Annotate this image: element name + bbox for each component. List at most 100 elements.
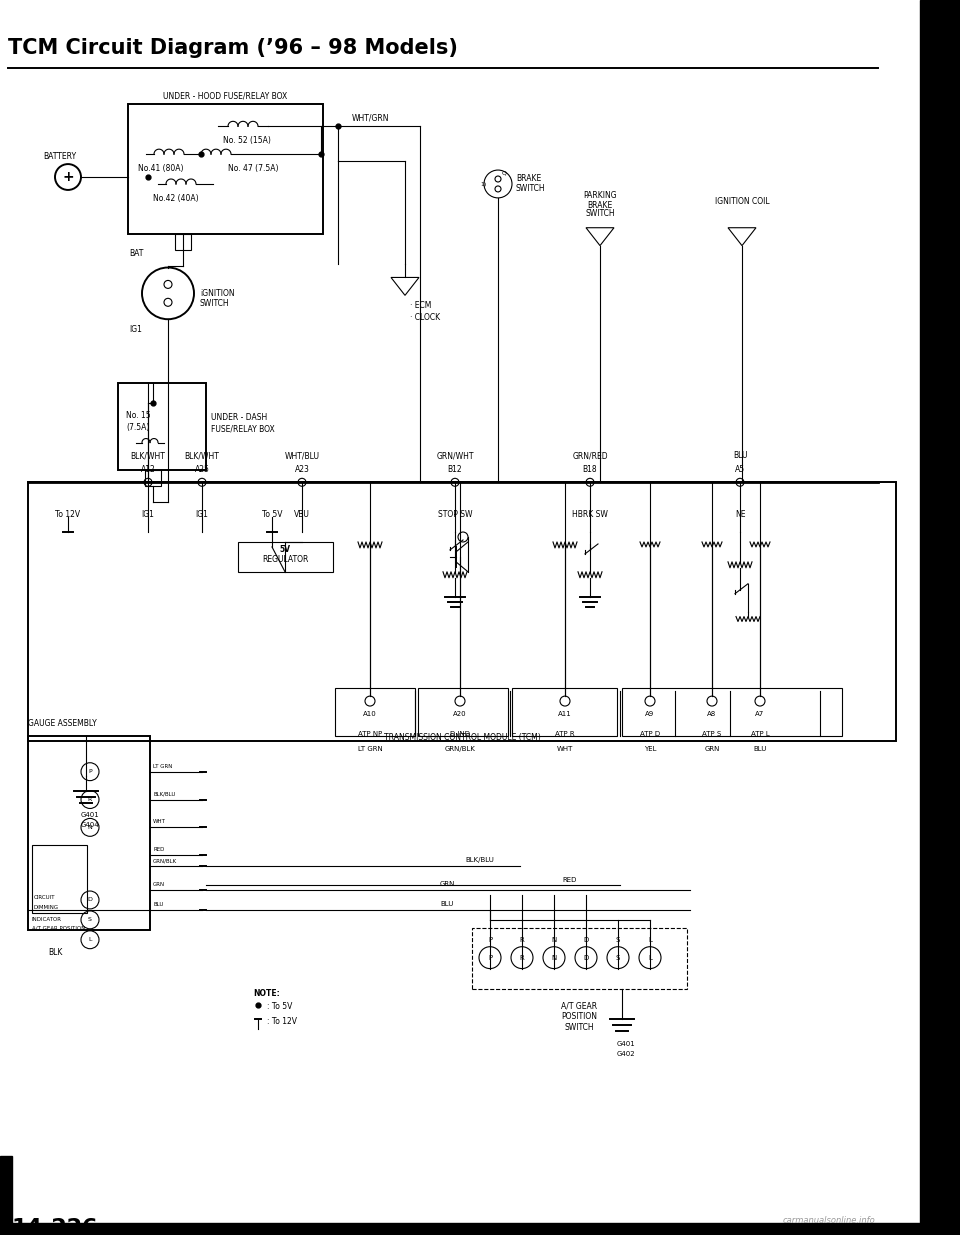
- Text: carmanualsonline.info: carmanualsonline.info: [782, 1216, 875, 1225]
- Text: To 5V: To 5V: [262, 510, 282, 519]
- Text: UNDER - DASH: UNDER - DASH: [211, 412, 267, 422]
- Text: WHT: WHT: [557, 746, 573, 751]
- Circle shape: [922, 877, 958, 913]
- Text: NOTE:: NOTE:: [253, 990, 279, 999]
- Text: SWITCH: SWITCH: [516, 184, 545, 193]
- Bar: [622, 688, 842, 735]
- Text: TCM Circuit Diagram (’96 – 98 Models): TCM Circuit Diagram (’96 – 98 Models): [8, 37, 458, 58]
- Text: BLK/BLU: BLK/BLU: [466, 857, 494, 863]
- Text: A/T GEAR POSITION: A/T GEAR POSITION: [32, 925, 85, 930]
- Text: BRAKE: BRAKE: [516, 174, 541, 183]
- Text: UNDER - HOOD FUSE/RELAY BOX: UNDER - HOOD FUSE/RELAY BOX: [163, 92, 287, 101]
- Text: VBU: VBU: [294, 510, 310, 519]
- Text: WHT/GRN: WHT/GRN: [352, 113, 390, 122]
- Text: WHT/BLU: WHT/BLU: [284, 451, 320, 461]
- Text: · ECM: · ECM: [410, 302, 431, 310]
- Text: LT GRN: LT GRN: [153, 764, 173, 769]
- Text: A7: A7: [756, 710, 764, 717]
- Text: BLK/BLU: BLK/BLU: [153, 791, 176, 796]
- Bar: [335, 688, 415, 735]
- Text: YEL: YEL: [644, 746, 657, 751]
- Text: BRAKE: BRAKE: [588, 201, 612, 210]
- Text: R: R: [88, 797, 92, 802]
- Text: No.42 (40A): No.42 (40A): [153, 194, 199, 202]
- Text: L: L: [88, 938, 92, 943]
- Text: D IND: D IND: [450, 730, 470, 737]
- Text: IGNITION COIL: IGNITION COIL: [714, 196, 769, 206]
- Text: RED: RED: [153, 847, 164, 852]
- Text: No. 47 (7.5A): No. 47 (7.5A): [228, 164, 278, 173]
- Text: TRANSMISSION CONTROL MODULE (TCM): TRANSMISSION CONTROL MODULE (TCM): [384, 733, 540, 741]
- Text: ATP S: ATP S: [703, 730, 722, 737]
- Text: INDICATOR: INDICATOR: [32, 917, 62, 922]
- Text: : To 5V: : To 5V: [267, 1002, 293, 1011]
- Text: : To 12V: : To 12V: [267, 1017, 297, 1026]
- Text: SWITCH: SWITCH: [564, 1023, 594, 1032]
- Text: GRN: GRN: [705, 746, 720, 751]
- Text: A10: A10: [363, 710, 377, 717]
- Text: ATP D: ATP D: [640, 730, 660, 737]
- Text: No. 52 (15A): No. 52 (15A): [223, 137, 271, 145]
- Text: ATP NP: ATP NP: [358, 730, 382, 737]
- Text: · CLOCK: · CLOCK: [410, 313, 440, 322]
- Bar: [118, 383, 206, 471]
- Bar: [512, 688, 617, 735]
- Bar: [920, 0, 960, 1235]
- Text: D: D: [584, 955, 588, 960]
- Bar: [28, 735, 150, 930]
- Text: NE: NE: [734, 510, 745, 519]
- Text: RED: RED: [563, 877, 577, 883]
- Text: FUSE/RELAY BOX: FUSE/RELAY BOX: [211, 425, 275, 433]
- Text: B12: B12: [447, 466, 463, 474]
- Text: To 12V: To 12V: [56, 510, 81, 519]
- Text: BLU: BLU: [754, 746, 767, 751]
- Text: G401: G401: [81, 812, 100, 818]
- Text: P: P: [488, 936, 492, 943]
- Bar: [238, 542, 333, 571]
- Text: BLK/WHT: BLK/WHT: [131, 451, 165, 461]
- Text: CIRCUIT: CIRCUIT: [34, 895, 56, 900]
- Text: G404: G404: [81, 822, 100, 828]
- Text: N: N: [551, 955, 557, 960]
- Text: HBRK SW: HBRK SW: [572, 510, 608, 519]
- Text: A12: A12: [140, 466, 156, 474]
- Text: N: N: [87, 825, 92, 830]
- Text: DIMMING: DIMMING: [34, 905, 60, 910]
- Text: A20: A20: [453, 710, 467, 717]
- Text: GRN/BLK: GRN/BLK: [444, 746, 475, 751]
- Text: P: P: [88, 769, 92, 774]
- Text: 1): 1): [480, 183, 487, 188]
- Text: 14-226: 14-226: [12, 1218, 99, 1238]
- Text: IG1: IG1: [141, 510, 155, 519]
- Text: STOP SW: STOP SW: [438, 510, 472, 519]
- Text: R: R: [519, 955, 524, 960]
- Text: N: N: [551, 936, 557, 943]
- Text: BAT: BAT: [129, 248, 143, 257]
- Text: GRN/BLK: GRN/BLK: [153, 858, 178, 863]
- Text: L: L: [648, 955, 652, 960]
- Text: A5: A5: [735, 466, 745, 474]
- Text: GRN/WHT: GRN/WHT: [436, 451, 473, 461]
- Circle shape: [922, 509, 958, 545]
- Bar: [32, 846, 87, 913]
- Text: D: D: [87, 898, 92, 903]
- Text: SWITCH: SWITCH: [586, 209, 614, 217]
- Text: ATP R: ATP R: [555, 730, 575, 737]
- Bar: [418, 688, 508, 735]
- Text: A9: A9: [645, 710, 655, 717]
- Text: R: R: [519, 936, 524, 943]
- Text: S: S: [88, 918, 92, 923]
- Text: A8: A8: [708, 710, 716, 717]
- Text: +: +: [62, 170, 74, 184]
- Bar: [128, 104, 323, 233]
- Text: GRN: GRN: [153, 882, 165, 887]
- Text: LT GRN: LT GRN: [358, 746, 382, 751]
- Text: (7.5A): (7.5A): [126, 422, 150, 432]
- Text: L: L: [648, 936, 652, 943]
- Text: IG1: IG1: [196, 510, 208, 519]
- Bar: [0, 1223, 960, 1235]
- Text: 5V: 5V: [279, 545, 291, 554]
- Bar: [175, 233, 191, 250]
- Text: BLU: BLU: [732, 451, 747, 461]
- Text: D: D: [584, 936, 588, 943]
